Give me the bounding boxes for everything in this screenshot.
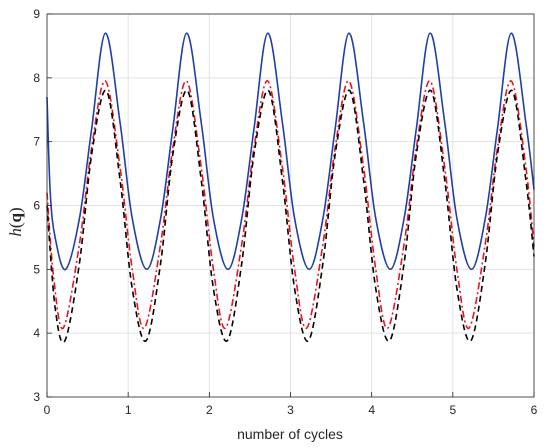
y-axis-title-italic: h [6, 228, 25, 237]
x-axis-title: number of cycles [237, 426, 343, 442]
x-tick-label: 1 [125, 403, 132, 417]
series-group [46, 32, 535, 344]
x-tick-label: 5 [449, 403, 456, 417]
x-tick-label: 3 [287, 403, 294, 417]
x-tick-label: 4 [368, 403, 375, 417]
y-tick-label: 5 [33, 262, 40, 276]
y-tick-label: 6 [33, 199, 40, 213]
y-axis: 3 4 5 6 7 8 9 [33, 7, 52, 404]
x-tick-label: 6 [531, 403, 538, 417]
y-tick-label: 3 [33, 390, 40, 404]
y-axis-title-bold: q [6, 212, 25, 222]
series-line-3 [46, 89, 535, 344]
x-tick-label: 2 [206, 403, 213, 417]
series-line-1 [46, 32, 535, 271]
y-tick-label: 7 [33, 135, 40, 149]
x-tick-label: 0 [44, 403, 51, 417]
y-axis-title-paren-close: ) [6, 207, 25, 213]
y-axis-title: h(q) [6, 207, 25, 236]
x-axis: 0 1 2 3 4 5 6 [44, 392, 538, 417]
y-axis-title-paren-open: ( [6, 222, 25, 228]
y-tick-label: 8 [33, 71, 40, 85]
y-tick-label: 9 [33, 7, 40, 21]
series-line-2 [46, 80, 535, 330]
y-tick-label: 4 [33, 326, 40, 340]
